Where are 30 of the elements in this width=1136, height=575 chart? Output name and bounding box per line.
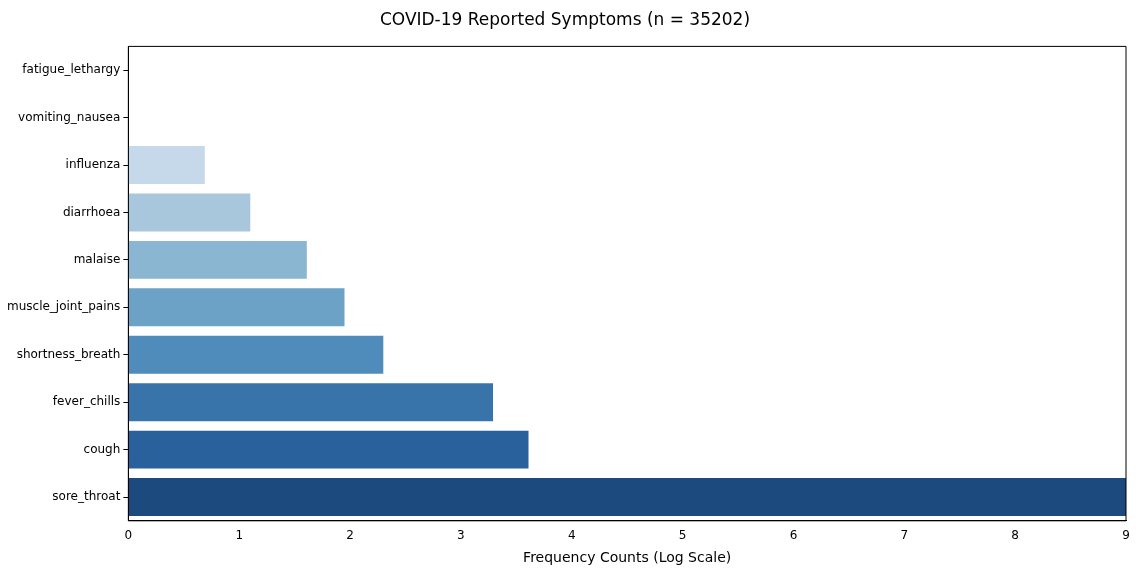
x-axis-title: Frequency Counts (Log Scale)	[523, 549, 732, 566]
chart-title: COVID-19 Reported Symptoms (n = 35202)	[379, 8, 751, 29]
bar	[128, 288, 345, 327]
x-tick-label: 1	[235, 528, 244, 543]
y-tick-label: fever_chills	[52, 394, 121, 409]
y-tick-label: diarrhoea	[62, 204, 121, 219]
y-tick-label: vomiting_nausea	[18, 109, 121, 124]
x-tick-label: 3	[457, 528, 465, 543]
y-tick-label: fatigue_lethargy	[22, 62, 121, 77]
x-tick-label: 7	[900, 528, 909, 543]
bar	[128, 240, 307, 279]
y-tick-label: sore_throat	[52, 489, 121, 504]
x-tick-label: 2	[346, 528, 354, 543]
x-tick-label: 8	[1011, 528, 1019, 543]
y-tick-label: malaise	[73, 252, 121, 267]
y-tick-label: influenza	[65, 157, 121, 172]
bar	[128, 430, 529, 469]
bar	[128, 193, 251, 232]
x-tick-label: 6	[789, 528, 798, 543]
y-tick-label: cough	[83, 441, 121, 456]
bar	[128, 335, 384, 374]
x-tick-label: 9	[1122, 528, 1130, 543]
bar	[128, 383, 494, 422]
x-tick-label: 0	[124, 528, 133, 543]
y-tick-label: shortness_breath	[16, 346, 121, 361]
bar	[128, 478, 1126, 517]
bar	[128, 146, 205, 184]
x-tick-label: 4	[567, 528, 576, 543]
y-tick-label: muscle_joint_pains	[7, 299, 121, 314]
x-tick-label: 5	[678, 528, 687, 543]
